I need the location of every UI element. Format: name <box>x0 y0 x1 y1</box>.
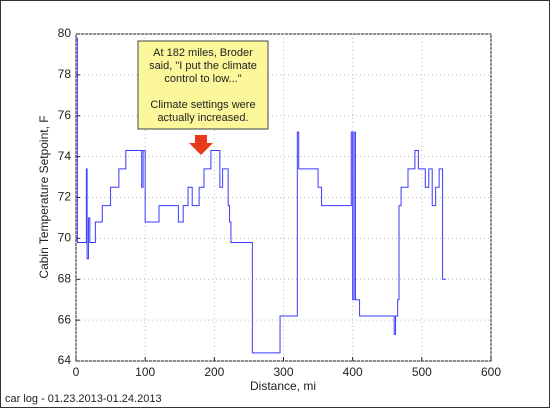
callout-text: At 182 miles, Broder <box>153 47 253 59</box>
y-tick-label: 70 <box>58 231 72 245</box>
callout-box <box>137 40 269 130</box>
y-axis-label: Cabin Temperature Setpoint, F <box>37 115 51 278</box>
y-tick-label: 76 <box>58 108 72 122</box>
arrow <box>189 135 213 155</box>
y-tick-label: 68 <box>58 271 72 285</box>
x-tick-label: 0 <box>73 365 80 379</box>
x-tick-label: 600 <box>481 365 501 379</box>
y-tick-label: 74 <box>58 149 72 163</box>
x-tick-label: 100 <box>135 365 155 379</box>
footer: car log - 01.23.2013-01.24.2013 <box>5 393 162 405</box>
callout-text: actually increased. <box>157 112 248 124</box>
x-axis-label: Distance, mi <box>250 379 316 393</box>
y-tick-label: 78 <box>58 67 72 81</box>
y-tick-label: 80 <box>58 26 72 40</box>
callout-text: said, "I put the climate <box>149 60 257 72</box>
x-tick-label: 200 <box>204 365 224 379</box>
y-tick-label: 66 <box>58 312 72 326</box>
x-tick-label: 400 <box>343 365 363 379</box>
y-tick-label: 72 <box>58 190 72 204</box>
callout-text: control to low..." <box>164 73 241 85</box>
x-tick-label: 300 <box>273 365 293 379</box>
data-line <box>76 37 447 354</box>
y-tick-label: 64 <box>58 353 72 367</box>
x-tick-label: 500 <box>412 365 432 379</box>
callout-text: Climate settings were <box>150 99 255 111</box>
